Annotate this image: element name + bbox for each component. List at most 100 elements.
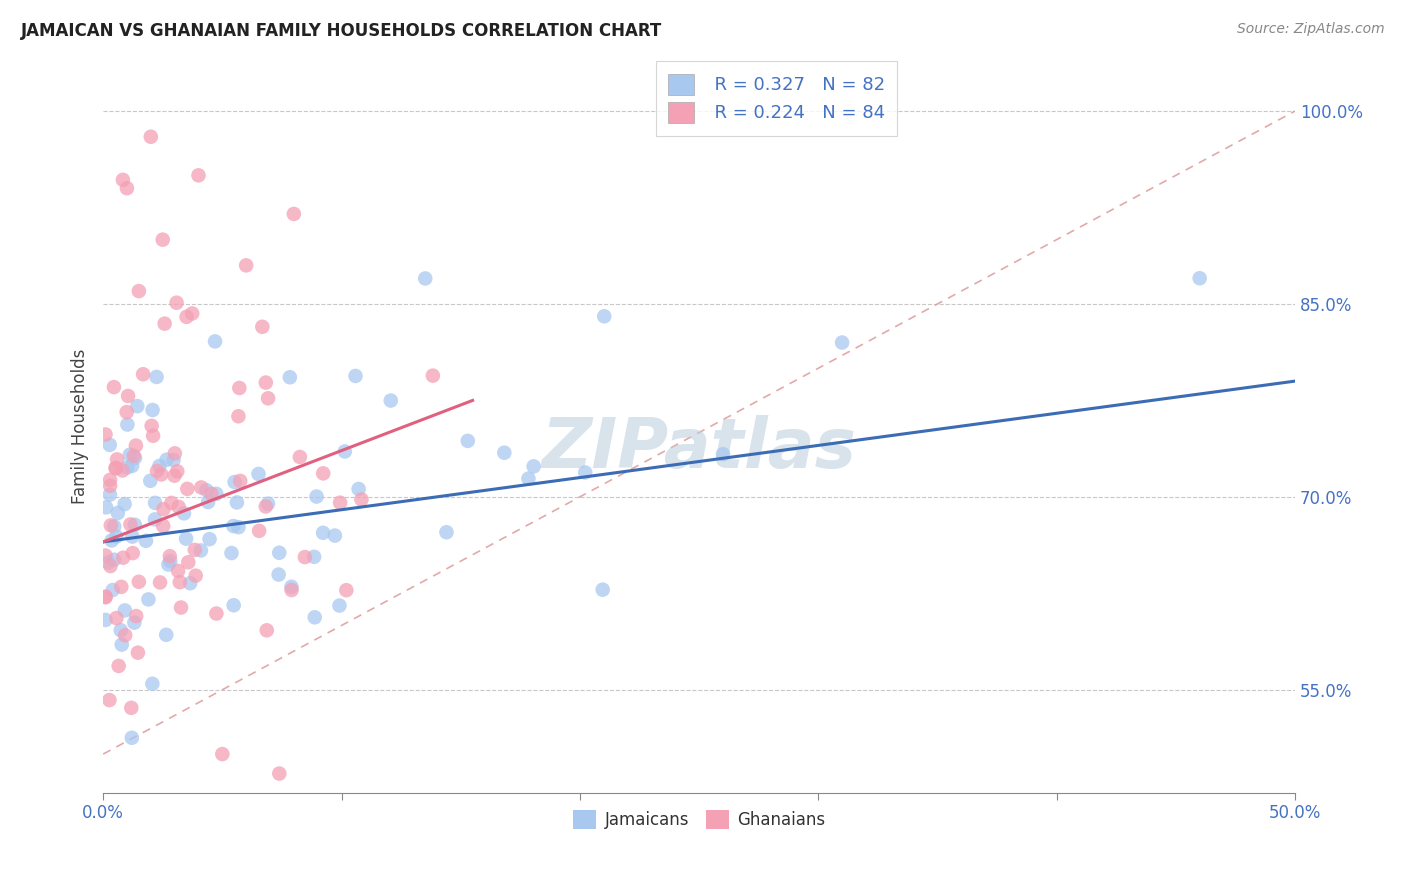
Point <box>111 638 134 652</box>
Point <box>138 592 160 607</box>
Point <box>115 405 138 419</box>
Point <box>222 519 245 533</box>
Point <box>166 464 188 478</box>
Point <box>145 370 167 384</box>
Point <box>127 399 149 413</box>
Point <box>228 381 250 395</box>
Point <box>280 582 302 597</box>
Point <box>204 334 226 349</box>
Point <box>135 533 157 548</box>
Point <box>173 506 195 520</box>
Point <box>94 613 117 627</box>
Point <box>150 467 173 482</box>
Point <box>288 450 311 464</box>
Point <box>163 468 186 483</box>
Legend: Jamaicans, Ghanaians: Jamaicans, Ghanaians <box>567 803 832 836</box>
Point <box>267 567 290 582</box>
Point <box>94 427 117 442</box>
Point <box>114 628 136 642</box>
Point <box>328 599 350 613</box>
Point <box>94 591 117 605</box>
Point <box>169 575 191 590</box>
Point <box>98 487 121 501</box>
Point <box>176 482 198 496</box>
Point <box>187 169 209 183</box>
Point <box>110 580 132 594</box>
Point <box>159 549 181 564</box>
Point <box>117 417 139 432</box>
Point <box>98 693 121 707</box>
Point <box>254 376 277 390</box>
Point <box>124 517 146 532</box>
Y-axis label: Family Households: Family Households <box>72 349 89 504</box>
Point <box>132 368 155 382</box>
Point <box>141 677 163 691</box>
Point <box>139 474 162 488</box>
Text: Source: ZipAtlas.com: Source: ZipAtlas.com <box>1237 22 1385 37</box>
Point <box>141 418 163 433</box>
Point <box>94 549 117 563</box>
Point <box>574 466 596 480</box>
Point <box>128 284 150 298</box>
Point <box>115 181 138 195</box>
Point <box>380 393 402 408</box>
Point <box>205 487 228 501</box>
Point <box>139 129 162 144</box>
Point <box>247 524 270 538</box>
Point <box>98 473 121 487</box>
Point <box>159 554 181 568</box>
Point <box>302 549 325 564</box>
Point <box>350 492 373 507</box>
Point <box>228 520 250 534</box>
Point <box>184 568 207 582</box>
Point <box>167 564 190 578</box>
Point <box>156 452 179 467</box>
Point <box>167 500 190 514</box>
Point <box>120 517 142 532</box>
Point <box>103 380 125 394</box>
Point <box>224 475 246 489</box>
Point <box>205 607 228 621</box>
Point <box>120 701 142 715</box>
Point <box>97 556 120 570</box>
Point <box>103 519 125 533</box>
Point <box>155 628 177 642</box>
Point <box>153 317 176 331</box>
Point <box>117 460 139 475</box>
Point <box>190 543 212 558</box>
Point <box>523 459 546 474</box>
Point <box>98 479 121 493</box>
Point <box>94 500 117 515</box>
Point <box>162 453 184 467</box>
Point <box>225 495 247 509</box>
Point <box>247 467 270 481</box>
Point <box>121 546 143 560</box>
Point <box>413 271 436 285</box>
Point <box>149 575 172 590</box>
Point <box>457 434 479 448</box>
Point <box>344 368 367 383</box>
Point <box>170 600 193 615</box>
Point <box>110 624 132 638</box>
Point <box>143 512 166 526</box>
Point <box>141 403 163 417</box>
Point <box>118 448 141 462</box>
Point <box>122 449 145 463</box>
Point <box>176 310 198 324</box>
Point <box>104 460 127 475</box>
Point <box>100 518 122 533</box>
Point <box>142 429 165 443</box>
Point <box>103 553 125 567</box>
Text: ZIPatlas: ZIPatlas <box>541 415 856 482</box>
Point <box>166 295 188 310</box>
Point <box>323 528 346 542</box>
Point <box>121 530 143 544</box>
Point <box>125 609 148 624</box>
Point <box>254 500 277 514</box>
Point <box>283 207 305 221</box>
Point <box>111 463 134 477</box>
Point <box>211 747 233 761</box>
Point <box>422 368 444 383</box>
Point <box>100 559 122 574</box>
Point <box>333 444 356 458</box>
